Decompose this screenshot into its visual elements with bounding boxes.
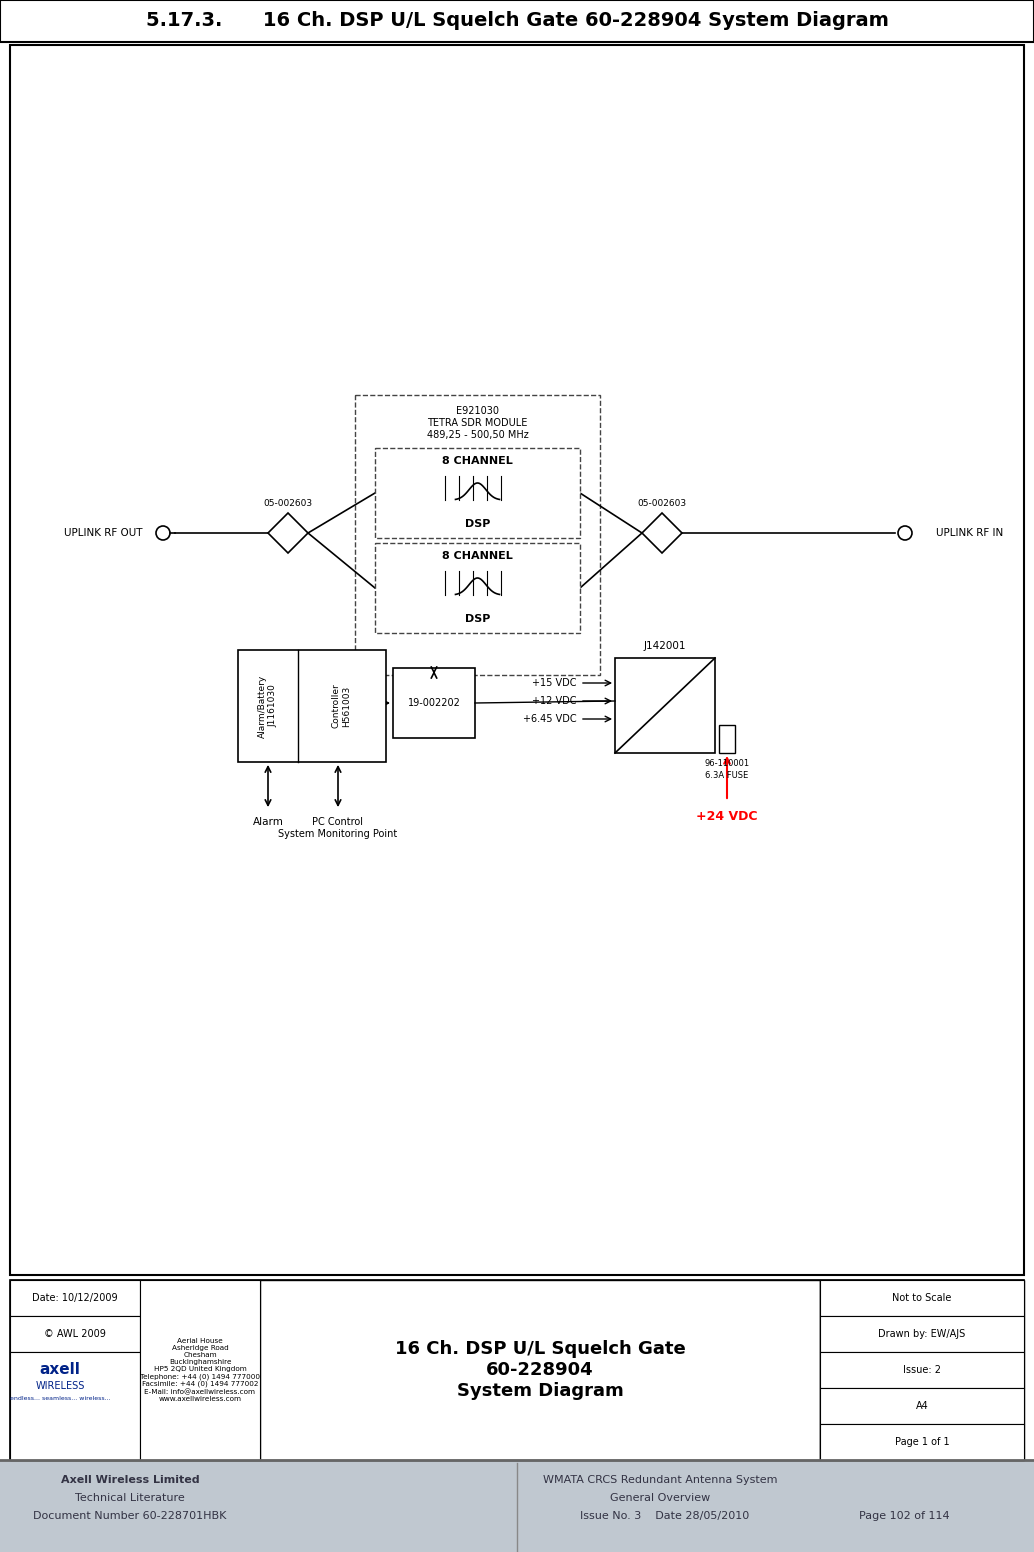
- Text: +6.45 VDC: +6.45 VDC: [523, 714, 577, 723]
- Text: DSP: DSP: [465, 518, 490, 529]
- Text: A4: A4: [916, 1401, 929, 1411]
- FancyBboxPatch shape: [355, 396, 600, 675]
- Text: axell: axell: [39, 1363, 81, 1378]
- Text: 05-002603: 05-002603: [637, 498, 687, 508]
- FancyBboxPatch shape: [375, 449, 580, 539]
- FancyBboxPatch shape: [820, 1316, 1024, 1352]
- FancyBboxPatch shape: [820, 1387, 1024, 1425]
- Text: 05-002603: 05-002603: [264, 498, 312, 508]
- Text: 6.3A FUSE: 6.3A FUSE: [705, 770, 749, 779]
- FancyBboxPatch shape: [10, 1280, 260, 1460]
- Text: Aerial House
Asheridge Road
Chesham
Buckinghamshire
HP5 2QD United Kingdom
Telep: Aerial House Asheridge Road Chesham Buck…: [140, 1338, 260, 1401]
- Text: Issue No. 3    Date 28/05/2010: Issue No. 3 Date 28/05/2010: [580, 1512, 750, 1521]
- Text: Page 102 of 114: Page 102 of 114: [859, 1512, 950, 1521]
- FancyBboxPatch shape: [260, 1280, 820, 1460]
- Text: Controller
H561003: Controller H561003: [331, 683, 351, 728]
- Polygon shape: [268, 514, 308, 553]
- FancyBboxPatch shape: [719, 725, 735, 753]
- Text: Not to Scale: Not to Scale: [892, 1293, 951, 1304]
- Text: +12 VDC: +12 VDC: [533, 695, 577, 706]
- FancyBboxPatch shape: [175, 340, 895, 871]
- Text: © AWL 2009: © AWL 2009: [44, 1329, 105, 1339]
- Text: DSP: DSP: [465, 615, 490, 624]
- Text: Axell Wireless Limited: Axell Wireless Limited: [61, 1474, 200, 1485]
- FancyBboxPatch shape: [0, 0, 1034, 42]
- FancyBboxPatch shape: [10, 1280, 140, 1316]
- FancyBboxPatch shape: [820, 1280, 1024, 1460]
- FancyBboxPatch shape: [140, 1280, 260, 1460]
- Text: Alarm/Battery
J1161030: Alarm/Battery J1161030: [258, 675, 278, 737]
- Text: WMATA CRCS Redundant Antenna System: WMATA CRCS Redundant Antenna System: [543, 1474, 778, 1485]
- FancyBboxPatch shape: [820, 1352, 1024, 1387]
- Text: UPLINK RF IN: UPLINK RF IN: [937, 528, 1004, 539]
- FancyBboxPatch shape: [0, 1460, 1034, 1552]
- Polygon shape: [642, 514, 682, 553]
- Text: Alarm: Alarm: [252, 816, 283, 827]
- Text: +15 VDC: +15 VDC: [533, 678, 577, 688]
- Text: General Overview: General Overview: [610, 1493, 710, 1502]
- Text: 16 Ch. DSP U/L Squelch Gate
60-228904
System Diagram: 16 Ch. DSP U/L Squelch Gate 60-228904 Sy…: [395, 1341, 686, 1400]
- Text: Document Number 60-228701HBK: Document Number 60-228701HBK: [33, 1512, 226, 1521]
- Text: endless... seamless... wireless...: endless... seamless... wireless...: [9, 1395, 111, 1400]
- Text: UPLINK RF OUT: UPLINK RF OUT: [64, 528, 143, 539]
- Text: PC Control
System Monitoring Point: PC Control System Monitoring Point: [278, 818, 398, 838]
- FancyBboxPatch shape: [615, 658, 714, 753]
- Text: WIRELESS: WIRELESS: [35, 1381, 85, 1391]
- FancyBboxPatch shape: [10, 1280, 1024, 1460]
- Text: 489,25 - 500,50 MHz: 489,25 - 500,50 MHz: [427, 430, 528, 441]
- FancyBboxPatch shape: [820, 1280, 1024, 1316]
- Text: E921030: E921030: [456, 407, 499, 416]
- Text: TETRA SDR MODULE: TETRA SDR MODULE: [427, 417, 527, 428]
- FancyBboxPatch shape: [238, 650, 386, 762]
- Text: 8 CHANNEL: 8 CHANNEL: [443, 551, 513, 560]
- Text: 96-110001: 96-110001: [704, 759, 750, 768]
- Text: +24 VDC: +24 VDC: [696, 810, 758, 823]
- Text: Date: 10/12/2009: Date: 10/12/2009: [32, 1293, 118, 1304]
- FancyBboxPatch shape: [393, 667, 475, 739]
- Text: Technical Literature: Technical Literature: [75, 1493, 185, 1502]
- Text: 5.17.3.      16 Ch. DSP U/L Squelch Gate 60-228904 System Diagram: 5.17.3. 16 Ch. DSP U/L Squelch Gate 60-2…: [146, 11, 888, 31]
- FancyBboxPatch shape: [820, 1425, 1024, 1460]
- FancyBboxPatch shape: [10, 1316, 140, 1352]
- Text: Issue: 2: Issue: 2: [903, 1366, 941, 1375]
- FancyBboxPatch shape: [10, 1352, 140, 1460]
- Text: 19-002202: 19-002202: [407, 698, 460, 708]
- FancyBboxPatch shape: [10, 45, 1024, 1276]
- Text: J142001: J142001: [644, 641, 687, 650]
- Text: Drawn by: EW/AJS: Drawn by: EW/AJS: [878, 1329, 966, 1339]
- FancyBboxPatch shape: [375, 543, 580, 633]
- Text: Page 1 of 1: Page 1 of 1: [894, 1437, 949, 1446]
- Text: 8 CHANNEL: 8 CHANNEL: [443, 456, 513, 466]
